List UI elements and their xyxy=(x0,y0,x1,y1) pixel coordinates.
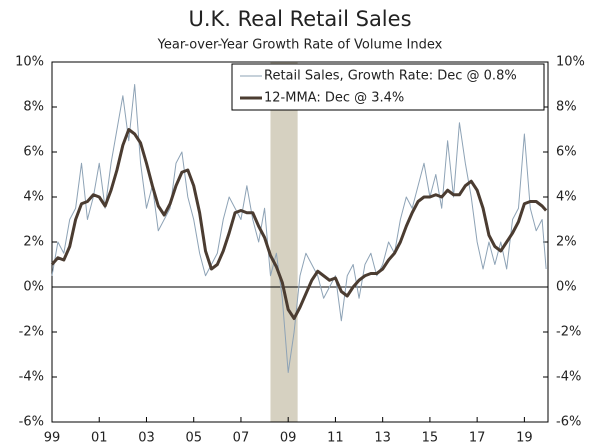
y-tick-label: 10% xyxy=(15,55,44,70)
y2-tick-label: 6% xyxy=(556,145,577,160)
y-tick-label: 2% xyxy=(23,235,44,250)
x-tick-label: 09 xyxy=(280,431,297,446)
legend: Retail Sales, Growth Rate: Dec @ 0.8% 12-… xyxy=(231,63,545,111)
y-tick-label: 8% xyxy=(23,100,44,115)
x-tick-label: 19 xyxy=(516,431,533,446)
chart-subtitle: Year-over-Year Growth Rate of Volume Ind… xyxy=(157,38,443,53)
y2-tick-label: 2% xyxy=(556,235,577,250)
legend-box xyxy=(231,63,545,111)
x-tick-label: 07 xyxy=(233,431,250,446)
y2-tick-label: -2% xyxy=(556,325,581,340)
y-tick-label: -2% xyxy=(19,325,44,340)
x-tick-label: 13 xyxy=(374,431,391,446)
y-tick-label: -6% xyxy=(19,415,44,430)
y2-tick-label: -4% xyxy=(556,370,581,385)
legend-label: 12-MMA: Dec @ 3.4% xyxy=(264,91,404,106)
y2-tick-label: 0% xyxy=(556,280,577,295)
x-tick-label: 03 xyxy=(138,431,155,446)
x-tick-label: 17 xyxy=(469,431,486,446)
y2-tick-label: 10% xyxy=(556,55,585,70)
y2-tick-label: 8% xyxy=(556,100,577,115)
x-tick-label: 99 xyxy=(44,431,61,446)
y-tick-label: 0% xyxy=(23,280,44,295)
x-tick-label: 01 xyxy=(91,431,108,446)
x-tick-label: 11 xyxy=(327,431,344,446)
recession-shade xyxy=(270,62,298,422)
x-tick-label: 05 xyxy=(185,431,202,446)
series-line xyxy=(51,84,547,373)
x-tick-label: 15 xyxy=(422,431,439,446)
y-tick-label: 6% xyxy=(23,145,44,160)
y2-tick-label: -6% xyxy=(556,415,581,430)
chart-title: U.K. Real Retail Sales xyxy=(188,7,411,31)
plot-frame xyxy=(51,61,549,423)
legend-label: Retail Sales, Growth Rate: Dec @ 0.8% xyxy=(264,69,517,84)
y2-tick-label: 4% xyxy=(556,190,577,205)
y-tick-label: -4% xyxy=(19,370,44,385)
y-tick-label: 4% xyxy=(23,190,44,205)
series-line xyxy=(50,128,548,320)
